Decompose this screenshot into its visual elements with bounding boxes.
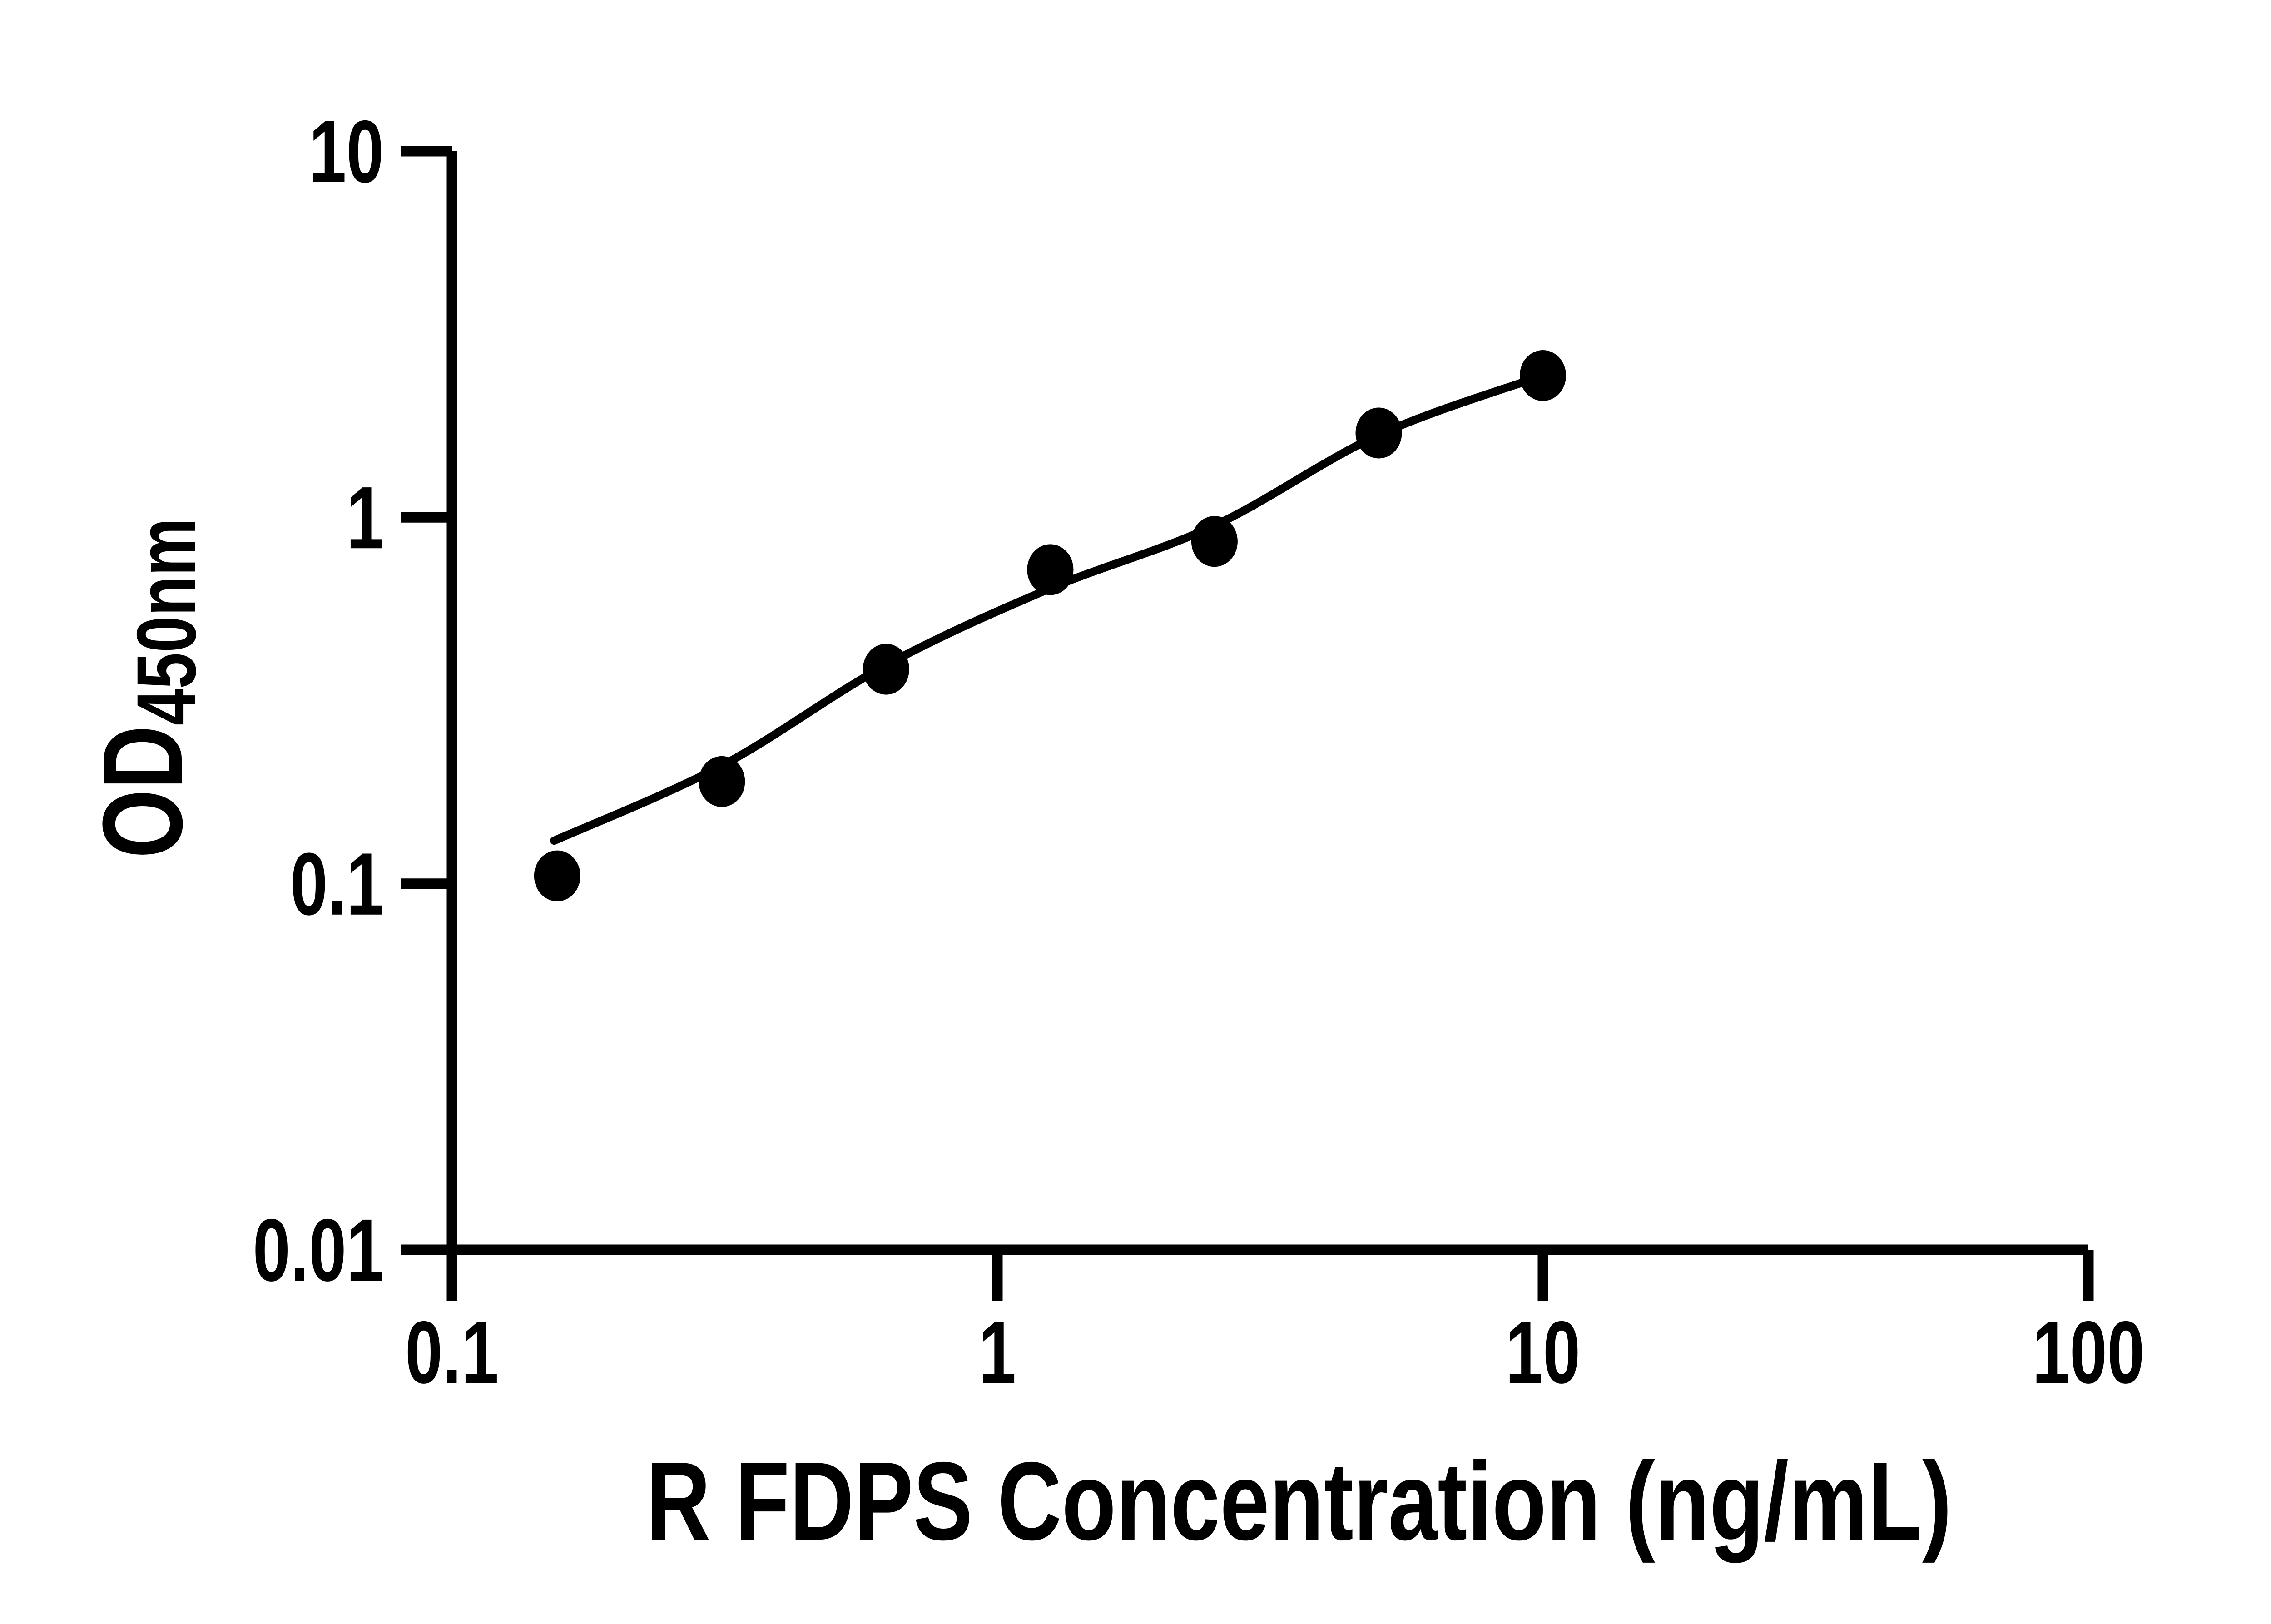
y-tick: 0.01 [253,1200,452,1300]
y-tick-label: 0.1 [290,834,384,933]
y-axis-title-main: OD [79,725,206,858]
y-tick-label: 1 [347,468,384,567]
data-points [534,350,1566,901]
x-tick: 10 [1506,1250,1581,1402]
y-tick: 0.1 [290,834,452,933]
data-point [1027,544,1074,595]
data-point [1191,516,1238,567]
y-axis-ticks: 10 1 0.1 0.01 [253,102,452,1300]
x-tick-label: 100 [2032,1302,2144,1401]
x-tick-label: 1 [979,1302,1016,1401]
x-axis-ticks: 0.1 1 10 100 [405,1250,2145,1402]
data-point [863,644,909,695]
axes [402,146,2088,1255]
y-tick-label: 10 [309,102,384,201]
x-tick: 100 [2032,1250,2145,1402]
axis-lines [402,146,2088,1255]
y-axis-title-subscript: 450nm [120,518,213,725]
data-point [1520,350,1566,401]
x-tick: 1 [979,1250,1016,1402]
y-tick: 10 [309,102,452,201]
data-point [534,850,580,901]
x-axis-title: R FDPS Concentration (ng/mL) [646,1439,1952,1564]
data-point [1355,407,1402,459]
y-axis-title: OD450nm [79,518,214,858]
data-point [699,756,745,807]
x-tick: 0.1 [405,1250,499,1402]
y-tick-label: 0.01 [253,1200,384,1299]
x-tick-label: 0.1 [405,1302,499,1401]
y-tick: 1 [347,468,452,567]
x-tick-label: 10 [1506,1302,1581,1401]
